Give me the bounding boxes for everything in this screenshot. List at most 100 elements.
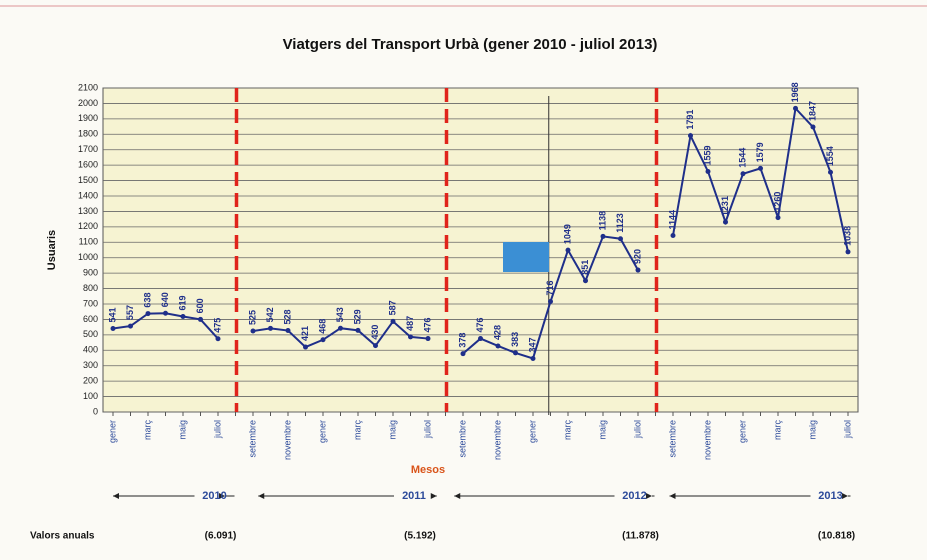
data-point	[741, 171, 746, 176]
data-point	[531, 356, 536, 361]
x-tick-label: març	[142, 420, 152, 440]
x-tick-label: setembre	[457, 420, 467, 458]
data-label: 476	[475, 318, 485, 333]
x-tick-label: gener	[107, 420, 117, 443]
data-point	[636, 268, 641, 273]
y-tick-label: 600	[83, 314, 98, 324]
data-label: 716	[545, 281, 555, 296]
data-point	[268, 326, 273, 331]
data-label: 1049	[562, 224, 572, 244]
year-total: (10.818)	[818, 531, 855, 542]
data-point	[163, 311, 168, 316]
data-point	[321, 337, 326, 342]
year-total: (6.091)	[205, 531, 237, 542]
data-label: 476	[422, 318, 432, 333]
data-label: 541	[107, 308, 117, 323]
x-tick-label: juliol	[212, 420, 222, 439]
x-tick-label: maig	[807, 420, 817, 440]
y-tick-label: 1300	[78, 206, 98, 216]
data-label: 1231	[720, 196, 730, 216]
year-label: 2011	[402, 490, 426, 502]
y-axis-label: Usuaris	[46, 230, 58, 270]
data-label: 421	[300, 326, 310, 341]
data-point	[828, 170, 833, 175]
data-label: 428	[492, 325, 502, 340]
x-tick-label: gener	[527, 420, 537, 443]
data-label: 468	[317, 319, 327, 334]
data-point	[548, 299, 553, 304]
data-point	[811, 125, 816, 130]
x-tick-label: novembre	[702, 420, 712, 460]
y-tick-label: 300	[83, 360, 98, 370]
y-tick-label: 1400	[78, 190, 98, 200]
data-label: 1559	[702, 145, 712, 165]
y-tick-label: 1600	[78, 160, 98, 170]
y-tick-label: 1900	[78, 113, 98, 123]
y-tick-label: 900	[83, 268, 98, 278]
x-tick-label: gener	[737, 420, 747, 443]
data-label: 347	[527, 337, 537, 352]
y-tick-label: 1100	[79, 237, 98, 247]
data-label: 1123	[615, 213, 625, 233]
data-point	[601, 234, 606, 239]
data-label: 1138	[597, 211, 607, 231]
x-tick-label: març	[562, 420, 572, 440]
y-tick-label: 400	[83, 345, 98, 355]
data-label: 851	[580, 260, 590, 275]
year-label: 2013	[818, 490, 842, 502]
data-point	[478, 336, 483, 341]
data-label: 1968	[790, 82, 800, 102]
data-point	[408, 334, 413, 339]
x-tick-label: juliol	[632, 420, 642, 439]
data-point	[758, 166, 763, 171]
data-label: 1260	[772, 192, 782, 212]
x-tick-label: març	[352, 420, 362, 440]
year-total: (11.878)	[622, 531, 659, 542]
data-point	[111, 326, 116, 331]
data-label: 528	[282, 310, 292, 325]
data-label: 378	[457, 333, 467, 348]
y-tick-label: 1800	[78, 129, 98, 139]
x-axis-label: Mesos	[411, 464, 445, 476]
data-point	[128, 324, 133, 329]
data-point	[776, 215, 781, 220]
data-point	[723, 220, 728, 225]
data-label: 1554	[825, 146, 835, 166]
y-tick-label: 1500	[78, 175, 98, 185]
x-tick-label: maig	[387, 420, 397, 440]
data-point	[198, 317, 203, 322]
data-point	[671, 233, 676, 238]
y-tick-label: 700	[83, 298, 98, 308]
data-label: 542	[265, 307, 275, 322]
y-tick-label: 500	[83, 329, 98, 339]
data-point	[338, 326, 343, 331]
data-label: 600	[195, 298, 205, 313]
data-point	[426, 336, 431, 341]
data-label: 1791	[685, 110, 695, 130]
data-label: 475	[212, 318, 222, 333]
y-tick-label: 1700	[78, 144, 98, 154]
y-tick-label: 100	[83, 391, 98, 401]
x-tick-label: setembre	[247, 420, 257, 458]
data-label: 640	[160, 292, 170, 307]
data-label: 430	[370, 325, 380, 340]
x-tick-label: novembre	[282, 420, 292, 460]
year-label: 2012	[622, 490, 646, 502]
x-tick-label: maig	[597, 420, 607, 440]
data-point	[566, 248, 571, 253]
data-label: 543	[335, 307, 345, 322]
y-tick-label: 1000	[78, 252, 98, 262]
data-point	[706, 169, 711, 174]
data-label: 529	[352, 309, 362, 324]
year-total: (5.192)	[404, 531, 436, 542]
data-point	[286, 328, 291, 333]
data-point	[513, 350, 518, 355]
x-tick-label: gener	[317, 420, 327, 443]
data-point	[391, 319, 396, 324]
data-label: 1038	[842, 226, 852, 246]
year-label: 2010	[202, 490, 226, 502]
totals-label: Valors anuals	[30, 531, 95, 542]
y-tick-label: 800	[83, 283, 98, 293]
data-label: 1544	[737, 148, 747, 168]
y-tick-label: 2100	[78, 82, 98, 92]
